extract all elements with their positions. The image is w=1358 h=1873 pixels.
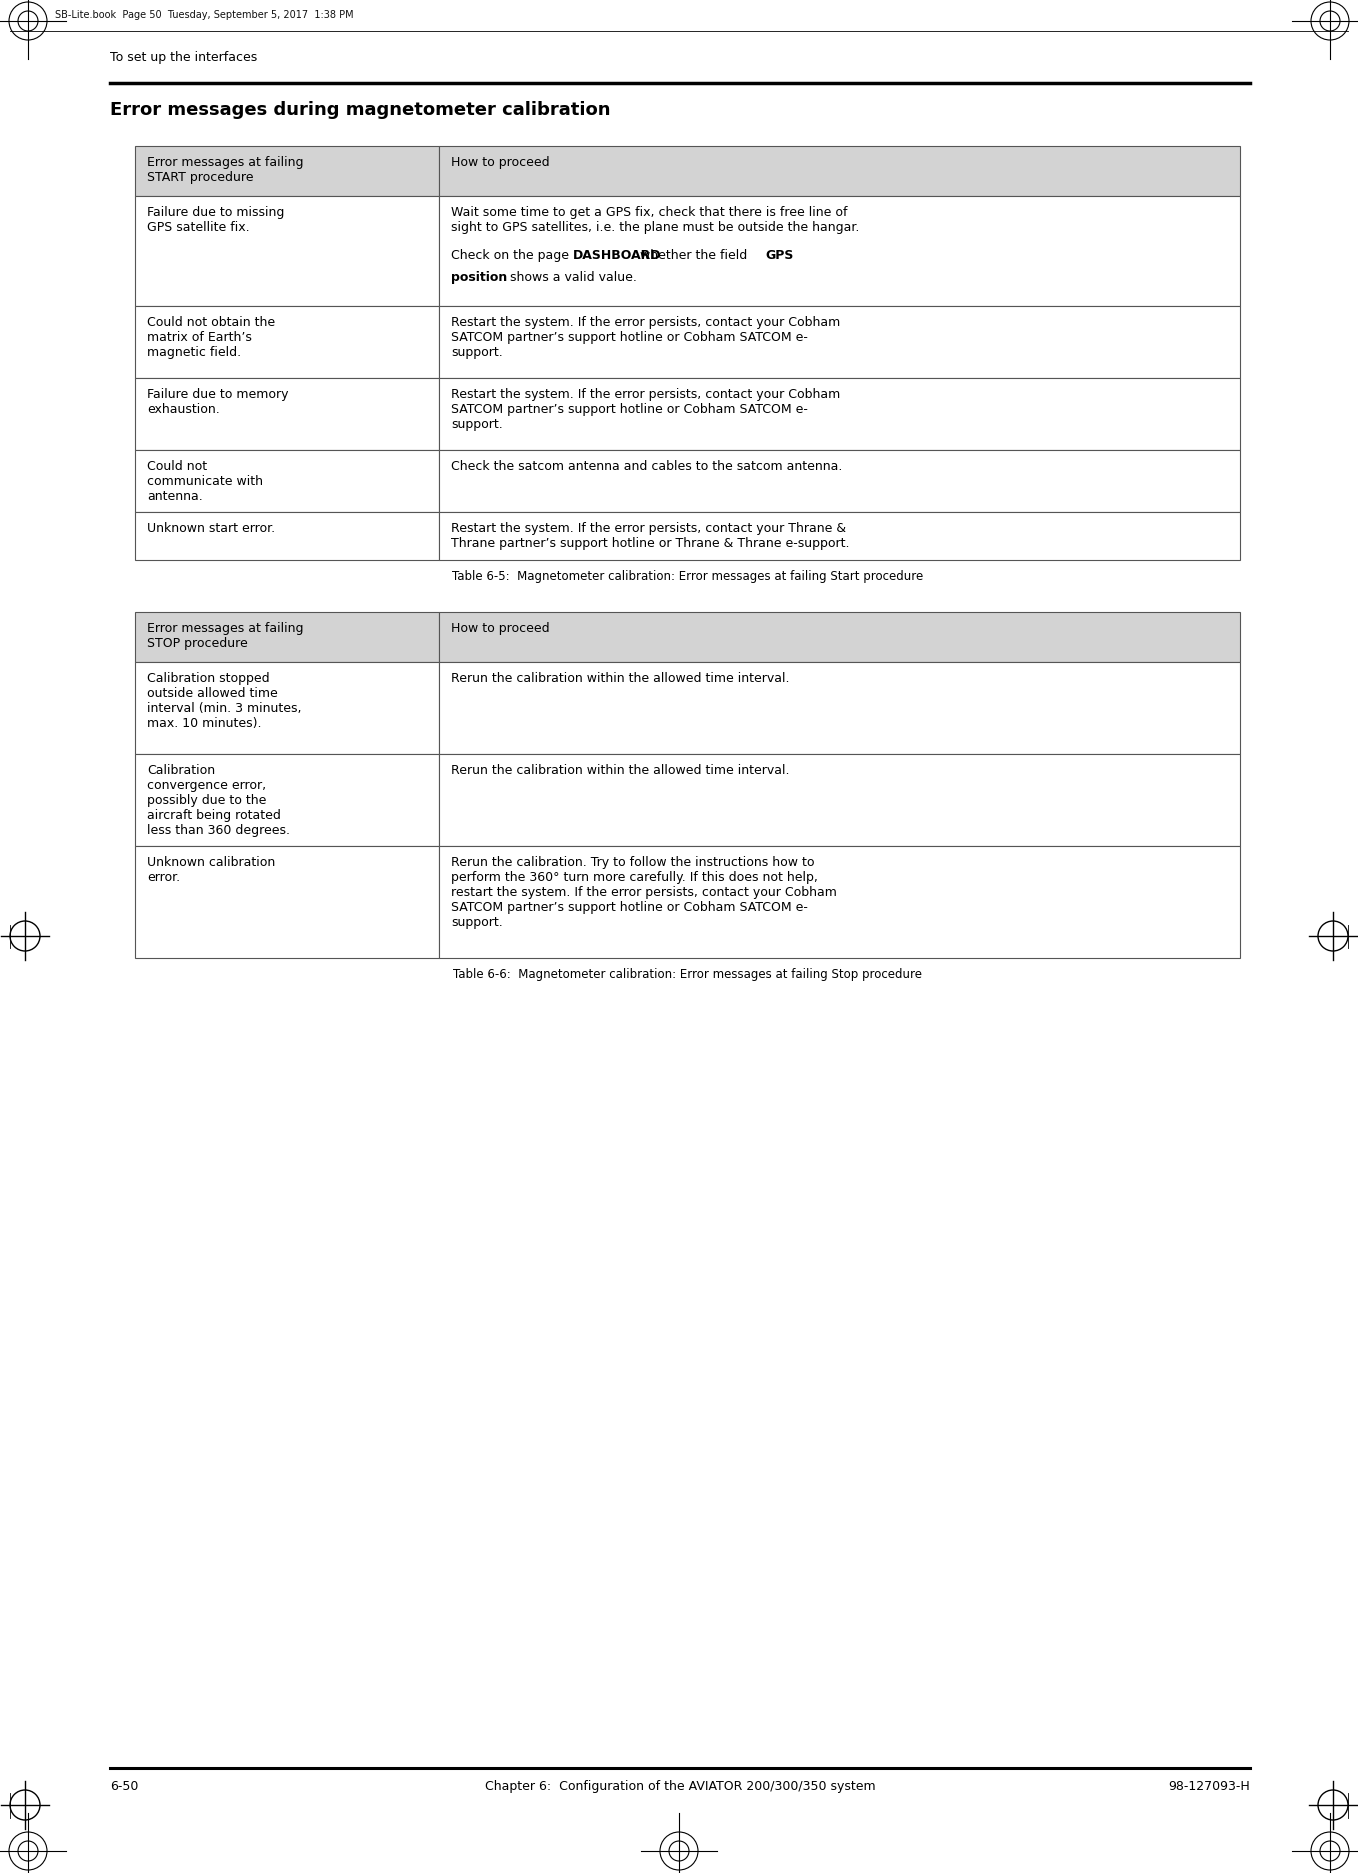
Bar	[439, 378, 1240, 450]
Bar	[439, 755, 1240, 847]
Text: Unknown calibration
error.: Unknown calibration error.	[147, 856, 276, 884]
Text: Restart the system. If the error persists, contact your Cobham
SATCOM partner’s : Restart the system. If the error persist…	[451, 317, 841, 360]
Bar	[134, 197, 439, 305]
Text: Could not obtain the
matrix of Earth’s
magnetic field.: Could not obtain the matrix of Earth’s m…	[147, 317, 276, 360]
Text: Chapter 6:  Configuration of the AVIATOR 200/300/350 system: Chapter 6: Configuration of the AVIATOR …	[485, 1779, 876, 1792]
Text: Failure due to memory
exhaustion.: Failure due to memory exhaustion.	[147, 388, 288, 416]
Bar	[134, 305, 439, 378]
Bar	[439, 146, 1240, 197]
Text: Failure due to missing
GPS satellite fix.: Failure due to missing GPS satellite fix…	[147, 206, 284, 234]
Text: How to proceed: How to proceed	[451, 622, 550, 635]
Bar	[134, 450, 439, 511]
Text: DASHBOARD: DASHBOARD	[573, 249, 661, 262]
Text: Calibration stopped
outside allowed time
interval (min. 3 minutes,
max. 10 minut: Calibration stopped outside allowed time…	[147, 672, 301, 730]
Text: Table 6-5:  Magnetometer calibration: Error messages at failing Start procedure: Table 6-5: Magnetometer calibration: Err…	[452, 569, 923, 583]
Text: SB-Lite.book  Page 50  Tuesday, September 5, 2017  1:38 PM: SB-Lite.book Page 50 Tuesday, September …	[56, 9, 353, 21]
Bar	[134, 661, 439, 755]
Text: How to proceed: How to proceed	[451, 155, 550, 169]
Bar	[134, 378, 439, 450]
Text: Error messages at failing
STOP procedure: Error messages at failing STOP procedure	[147, 622, 303, 650]
Text: shows a valid value.: shows a valid value.	[507, 272, 637, 283]
Text: Error messages at failing
START procedure: Error messages at failing START procedur…	[147, 155, 303, 184]
Text: Unknown start error.: Unknown start error.	[147, 523, 276, 536]
Text: Restart the system. If the error persists, contact your Cobham
SATCOM partner’s : Restart the system. If the error persist…	[451, 388, 841, 431]
Bar	[134, 755, 439, 847]
Bar	[134, 511, 439, 560]
Text: Restart the system. If the error persists, contact your Thrane &
Thrane partner’: Restart the system. If the error persist…	[451, 523, 849, 551]
Bar	[439, 661, 1240, 755]
Text: whether the field: whether the field	[636, 249, 751, 262]
Text: Table 6-6:  Magnetometer calibration: Error messages at failing Stop procedure: Table 6-6: Magnetometer calibration: Err…	[454, 968, 922, 981]
Text: Could not
communicate with
antenna.: Could not communicate with antenna.	[147, 461, 263, 504]
Text: Rerun the calibration. Try to follow the instructions how to
perform the 360° tu: Rerun the calibration. Try to follow the…	[451, 856, 837, 929]
Text: Rerun the calibration within the allowed time interval.: Rerun the calibration within the allowed…	[451, 672, 789, 686]
Text: 6-50: 6-50	[110, 1779, 139, 1792]
Text: To set up the interfaces: To set up the interfaces	[110, 51, 257, 64]
Text: GPS: GPS	[765, 249, 793, 262]
Text: Wait some time to get a GPS fix, check that there is free line of
sight to GPS s: Wait some time to get a GPS fix, check t…	[451, 206, 860, 234]
Text: Calibration
convergence error,
possibly due to the
aircraft being rotated
less t: Calibration convergence error, possibly …	[147, 764, 291, 837]
Bar	[439, 305, 1240, 378]
Text: Rerun the calibration within the allowed time interval.: Rerun the calibration within the allowed…	[451, 764, 789, 777]
Bar	[134, 612, 439, 661]
Bar	[439, 197, 1240, 305]
Bar	[439, 450, 1240, 511]
Bar	[439, 511, 1240, 560]
Text: Check on the page: Check on the page	[451, 249, 573, 262]
Text: 98-127093-H: 98-127093-H	[1168, 1779, 1249, 1792]
Text: position: position	[451, 272, 507, 283]
Text: Error messages during magnetometer calibration: Error messages during magnetometer calib…	[110, 101, 611, 120]
Bar	[439, 847, 1240, 957]
Bar	[439, 612, 1240, 661]
Text: Check the satcom antenna and cables to the satcom antenna.: Check the satcom antenna and cables to t…	[451, 461, 842, 474]
Bar	[134, 146, 439, 197]
Bar	[134, 847, 439, 957]
